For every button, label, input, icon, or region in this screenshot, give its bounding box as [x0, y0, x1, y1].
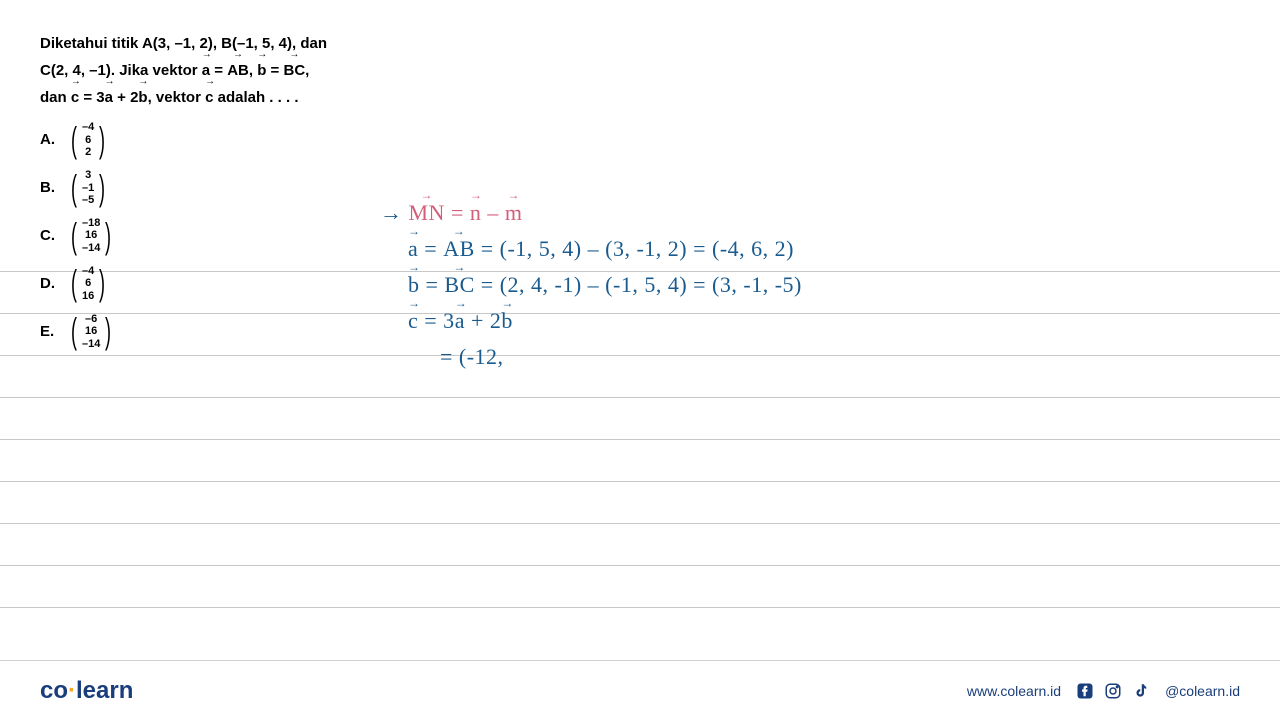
option-vector: ( 3 –1 –5 )	[68, 169, 108, 207]
option-e: E. ( –6 16 –14 )	[40, 313, 400, 351]
hw-line-5: = (-12,	[380, 344, 1220, 370]
handwriting-area: → MN = n – m a = AB = (-1, 5, 4) – (3, -…	[380, 200, 1220, 380]
question-line-2: C(2, 4, –1). Jika vektor a = AB, b = BC,	[40, 57, 400, 84]
hw-MN: MN	[409, 200, 445, 226]
hw-line-1: → MN = n – m	[380, 200, 1220, 226]
option-vector: ( –6 16 –14 )	[68, 313, 114, 351]
footer: co·learn www.colearn.id @colearn.id	[0, 660, 1280, 720]
option-letter: C.	[40, 222, 68, 249]
footer-handle: @colearn.id	[1165, 683, 1240, 699]
option-letter: B.	[40, 174, 68, 201]
tiktok-icon	[1131, 681, 1151, 701]
option-d: D. ( –4 6 16 )	[40, 265, 400, 303]
question-block: Diketahui titik A(3, –1, 2), B(–1, 5, 4)…	[40, 30, 400, 351]
option-c: C. ( –18 16 –14 )	[40, 217, 400, 255]
question-text: Diketahui titik A(3, –1, 2), B(–1, 5, 4)…	[40, 30, 400, 111]
social-icons	[1075, 681, 1151, 701]
hw-line-4: c = 3a + 2b	[380, 308, 1220, 334]
hw-line-3: b = BC = (2, 4, -1) – (-1, 5, 4) = (3, -…	[380, 272, 1220, 298]
content-area: Diketahui titik A(3, –1, 2), B(–1, 5, 4)…	[0, 0, 1280, 640]
question-line-3: dan c = 3a + 2b, vektor c adalah . . . .	[40, 84, 400, 111]
logo: co·learn	[40, 677, 133, 705]
options-list: A. ( –4 6 2 ) B. ( 3 –1	[40, 121, 400, 351]
question-line-1: Diketahui titik A(3, –1, 2), B(–1, 5, 4)…	[40, 30, 400, 57]
option-b: B. ( 3 –1 –5 )	[40, 169, 400, 207]
option-letter: A.	[40, 126, 68, 153]
hw-line-2: a = AB = (-1, 5, 4) – (3, -1, 2) = (-4, …	[380, 236, 1220, 262]
option-letter: E.	[40, 318, 68, 345]
option-vector: ( –4 6 16 )	[68, 265, 108, 303]
option-letter: D.	[40, 270, 68, 297]
footer-right: www.colearn.id @colearn.id	[967, 681, 1240, 701]
instagram-icon	[1103, 681, 1123, 701]
vector-AB: AB	[227, 57, 249, 84]
vector-b: b	[257, 57, 266, 84]
vector-c: c	[71, 84, 79, 111]
option-vector: ( –4 6 2 )	[68, 121, 108, 159]
option-vector: ( –18 16 –14 )	[68, 217, 114, 255]
option-a: A. ( –4 6 2 )	[40, 121, 400, 159]
vector-BC: BC	[284, 57, 306, 84]
facebook-icon	[1075, 681, 1095, 701]
footer-url: www.colearn.id	[967, 683, 1061, 699]
